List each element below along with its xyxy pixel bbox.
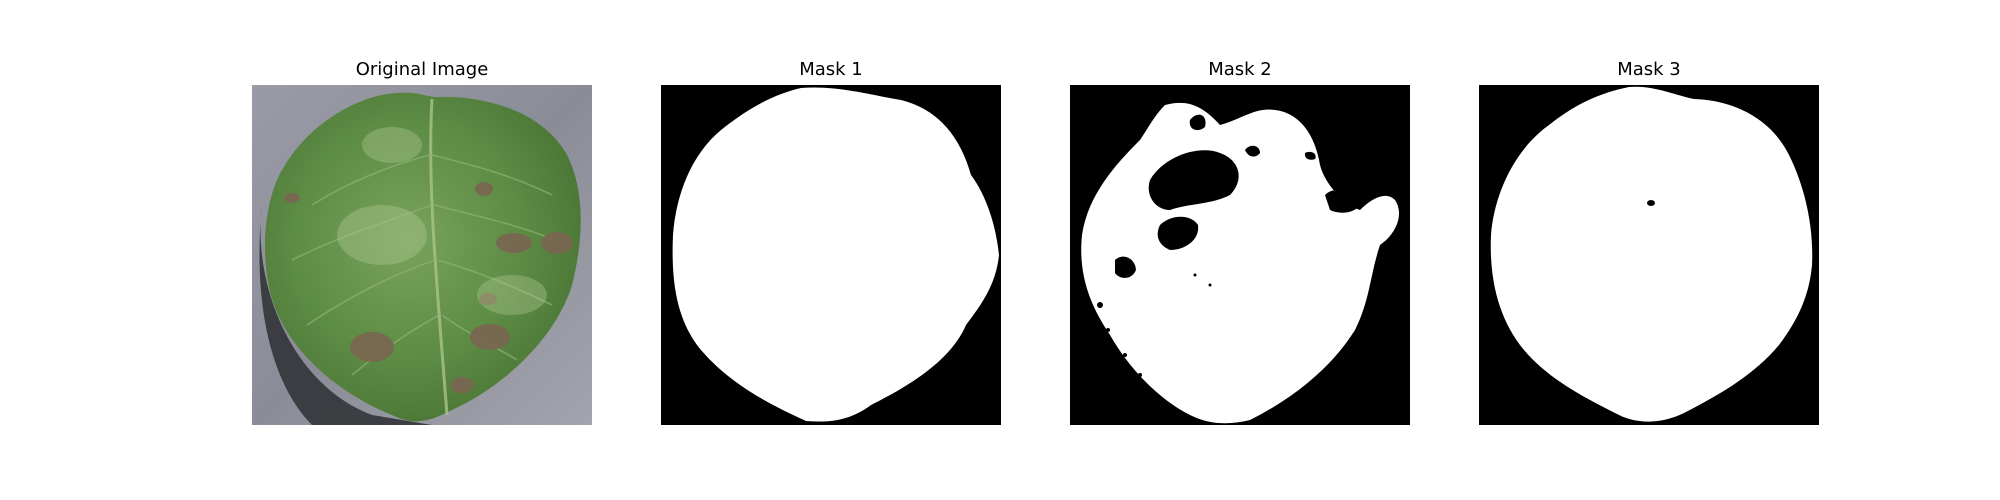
- panel-title: Mask 1: [799, 59, 863, 80]
- leaf-photo-graphic: [252, 85, 592, 425]
- panel-mask-2: Mask 2: [1070, 0, 1410, 500]
- leaf-photo: [252, 85, 592, 425]
- lesion-spots: [284, 182, 573, 393]
- panel-mask-3: Mask 3: [1479, 0, 1819, 500]
- mask-1-image: [661, 85, 1001, 425]
- mask-2-graphic: [1070, 85, 1410, 425]
- panel-original-image: Original Image: [252, 0, 592, 500]
- mask-3-image: [1479, 85, 1819, 425]
- panel-title: Mask 3: [1617, 59, 1681, 80]
- mask-1-graphic: [661, 85, 1001, 425]
- panel-mask-1: Mask 1: [661, 0, 1001, 500]
- panel-title: Original Image: [355, 59, 489, 80]
- panel-title: Mask 2: [1208, 59, 1272, 80]
- mask-2-image: [1070, 85, 1410, 425]
- mask-3-graphic: [1479, 85, 1819, 425]
